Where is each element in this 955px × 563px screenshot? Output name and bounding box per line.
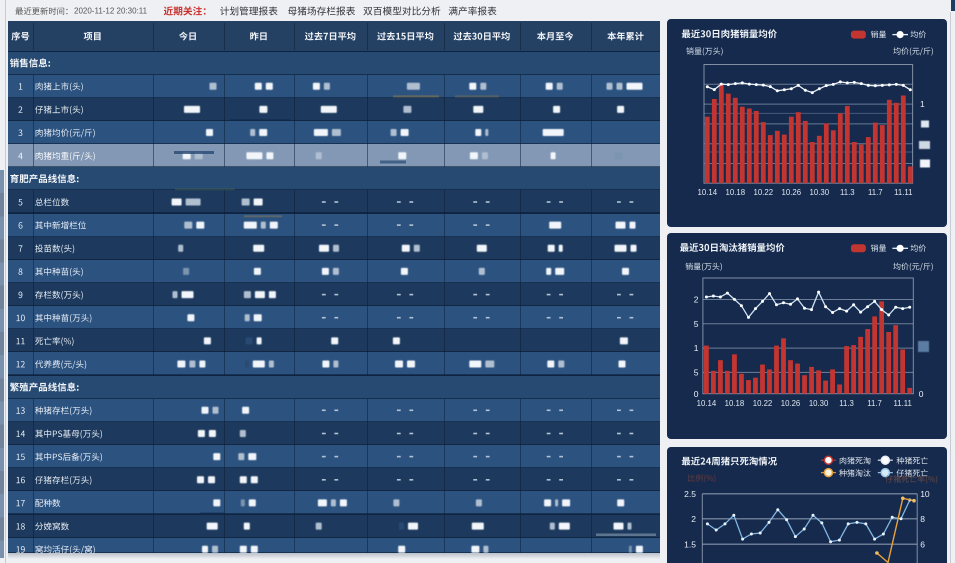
svg-text:2020-11-12 20:30:11: 2020-11-12 20:30:11 [74, 7, 148, 16]
svg-text:10.14: 10.14 [698, 188, 718, 197]
svg-text:5: 5 [694, 319, 699, 329]
svg-text:11.3: 11.3 [840, 188, 855, 197]
svg-text:11.11: 11.11 [894, 399, 912, 408]
svg-text:0: 0 [694, 389, 699, 399]
svg-text:10: 10 [920, 489, 930, 499]
svg-text:1: 1 [920, 99, 925, 109]
svg-text:10.18: 10.18 [725, 399, 745, 408]
svg-text:10.30: 10.30 [809, 399, 829, 408]
svg-text:11.3: 11.3 [839, 399, 854, 408]
svg-text:10.26: 10.26 [782, 188, 802, 197]
svg-text:10.14: 10.14 [697, 399, 717, 408]
svg-text:10.18: 10.18 [726, 188, 746, 197]
svg-text:1.5: 1.5 [684, 539, 696, 549]
svg-text:0: 0 [919, 389, 924, 399]
svg-text:11.7: 11.7 [867, 399, 882, 408]
svg-text:11.11: 11.11 [894, 188, 912, 197]
svg-text:2.5: 2.5 [684, 489, 696, 499]
svg-text:10.26: 10.26 [781, 399, 801, 408]
svg-text:1: 1 [694, 343, 699, 353]
svg-text:2: 2 [691, 514, 696, 524]
svg-text:6: 6 [920, 539, 925, 549]
svg-text:10.22: 10.22 [754, 188, 774, 197]
svg-text:10.22: 10.22 [753, 399, 773, 408]
svg-text:2: 2 [694, 295, 699, 305]
svg-text:10.30: 10.30 [810, 188, 830, 197]
svg-text:8: 8 [920, 514, 925, 524]
svg-text:11.7: 11.7 [868, 188, 883, 197]
svg-text:5: 5 [694, 368, 699, 378]
